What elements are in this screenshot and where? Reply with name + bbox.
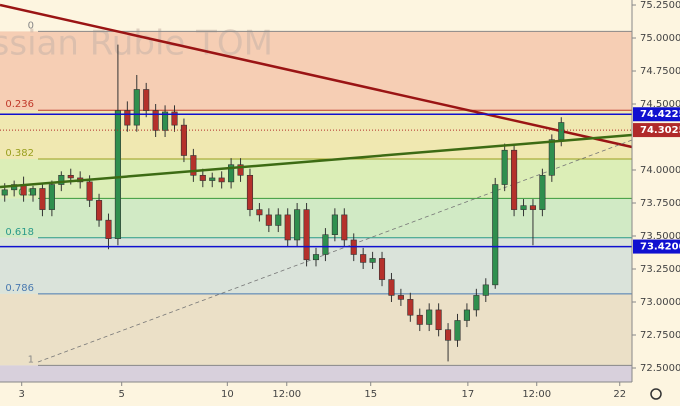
candle-body [67, 174, 74, 179]
candle-body [492, 184, 499, 286]
y-tick-label: 73.5000 [640, 231, 680, 242]
y-tick-label: 74.7500 [640, 66, 680, 77]
price-label: 74.4225 [640, 109, 680, 120]
fib-zone [0, 198, 632, 238]
x-tick-label: 12:00 [272, 389, 301, 400]
fib-level-label: 1 [28, 354, 34, 365]
price-label: 73.4200 [640, 242, 680, 253]
candle-body [548, 139, 555, 176]
candle-body [539, 174, 546, 210]
candle-body [312, 254, 320, 261]
y-tick-label: 73.7500 [640, 198, 680, 209]
candle-body [171, 111, 178, 126]
x-tick-label: 12:00 [522, 389, 551, 400]
fib-level-label: 0.236 [5, 99, 34, 110]
y-tick-label: 73.0000 [640, 297, 680, 308]
candle-body [209, 177, 216, 181]
fib-zone [0, 365, 632, 382]
fib-zone [0, 110, 632, 159]
candle-body [190, 155, 197, 176]
candle-body [529, 205, 537, 210]
fib-level-label: 0.786 [5, 283, 34, 294]
x-tick-label: 3 [19, 389, 25, 400]
candle-body [322, 234, 329, 255]
candle-body [473, 295, 480, 311]
price-label: 74.3025 [640, 125, 680, 136]
fib-zone [0, 31, 632, 111]
candle-body [275, 214, 282, 226]
x-tick-label: 15 [364, 389, 377, 400]
candle-body [360, 254, 367, 263]
y-tick-label: 73.2500 [640, 264, 680, 275]
fib-level-label: 0.382 [5, 148, 34, 159]
candle-body [256, 209, 263, 216]
candle-body [265, 214, 272, 226]
x-tick-label: 22 [613, 389, 626, 400]
x-tick-label: 5 [118, 389, 124, 400]
candle-body [397, 295, 404, 300]
candle-body [58, 174, 65, 185]
y-tick-label: 72.5000 [640, 363, 680, 374]
candle-body [331, 214, 338, 235]
candle-body [454, 320, 461, 341]
fib-zone [0, 293, 632, 366]
fib-level-label: 0.618 [5, 227, 34, 238]
price-label-box [633, 107, 680, 122]
candle-body [378, 258, 386, 280]
candle-body [303, 209, 310, 261]
candle-body [237, 164, 244, 176]
candle-body [463, 309, 470, 321]
candle-body [558, 122, 565, 140]
candle-body [1, 189, 8, 196]
candle-body [152, 110, 159, 131]
candle-body [341, 214, 348, 241]
y-tick-label: 74.5000 [640, 99, 680, 110]
candle-body [246, 174, 254, 210]
candle-body [284, 214, 291, 241]
x-tick-label: 17 [462, 389, 475, 400]
candle-body [105, 219, 112, 239]
candle-body [95, 200, 103, 221]
support-trendline [0, 133, 633, 189]
candle-body [369, 258, 376, 263]
price-label-box [633, 123, 680, 138]
candle-body [29, 188, 37, 196]
candle-body [143, 89, 150, 111]
fib-level-label: 0 [28, 20, 34, 31]
candle-body [133, 89, 140, 126]
y-tick-label: 74.0000 [640, 165, 680, 176]
candle-body [86, 181, 93, 201]
price-label-box [633, 239, 680, 254]
candle-body [114, 110, 121, 239]
candle-body [426, 309, 433, 325]
candle-body [294, 209, 301, 241]
candle-body [416, 314, 423, 325]
dashed-trendline [37, 139, 633, 363]
candle-body [199, 174, 206, 181]
candle-body [435, 309, 442, 331]
candle-body [388, 279, 395, 296]
settings-icon[interactable] [650, 388, 662, 400]
candle-body [501, 149, 508, 185]
candle-body [39, 188, 46, 210]
y-tick-label: 75.0000 [640, 33, 680, 44]
y-tick-label: 72.7500 [640, 330, 680, 341]
x-tick-label: 10 [221, 389, 234, 400]
candle-body [124, 110, 131, 126]
candle-body [445, 329, 452, 341]
candle-body [482, 284, 489, 296]
candle-body [407, 299, 414, 316]
candle-body [520, 205, 527, 210]
y-tick-label: 75.2500 [640, 0, 680, 11]
resistance-trendline [0, 3, 633, 149]
y-axis-panel [632, 0, 680, 382]
candle-body [218, 177, 225, 183]
candle-body [180, 124, 187, 156]
candle-body [48, 184, 55, 210]
candle-body [228, 164, 235, 183]
candle-body [511, 149, 518, 210]
